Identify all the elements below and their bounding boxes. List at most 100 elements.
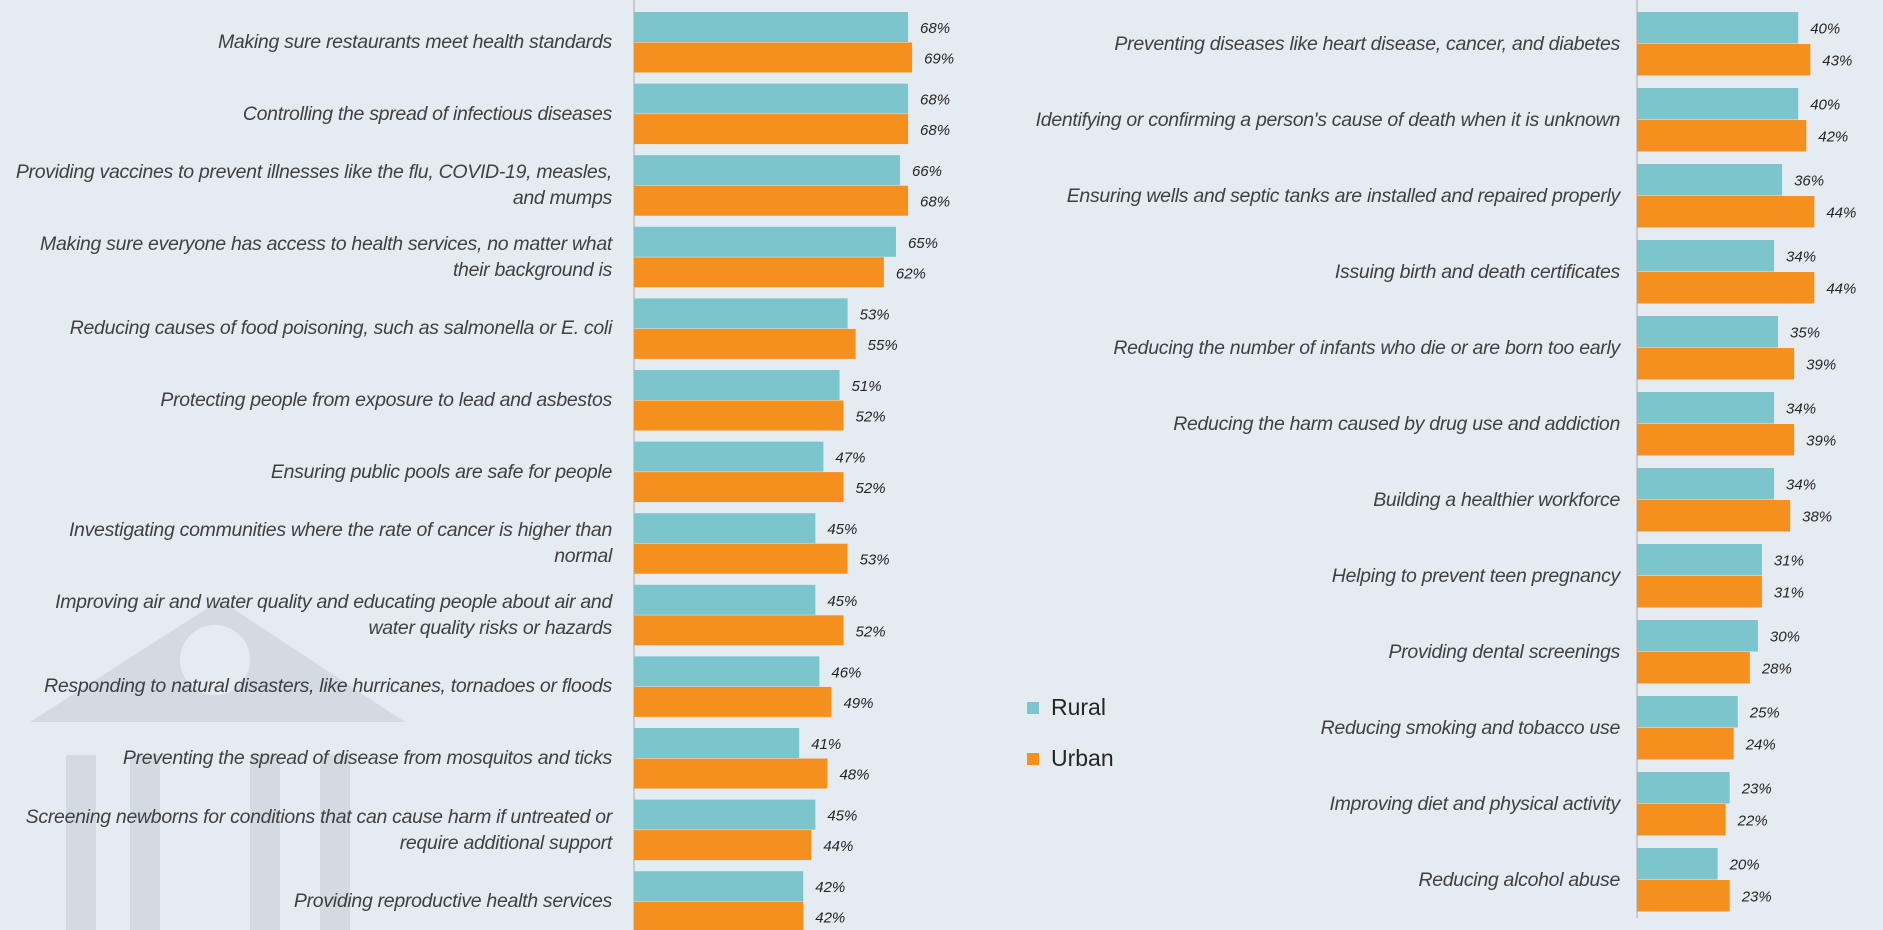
bar bbox=[1637, 804, 1726, 836]
bar bbox=[634, 226, 896, 257]
value-label: 31% bbox=[1774, 585, 1804, 602]
value-label: 41% bbox=[811, 736, 841, 753]
value-label: 25% bbox=[1749, 705, 1780, 722]
value-label: 62% bbox=[896, 265, 926, 282]
bar bbox=[634, 400, 844, 431]
value-label: 68% bbox=[920, 20, 950, 37]
category-label: Providing vaccines to prevent illnesses … bbox=[15, 161, 612, 210]
value-label: 53% bbox=[860, 306, 890, 323]
value-label: 42% bbox=[815, 879, 845, 896]
value-label: 42% bbox=[1818, 129, 1848, 146]
bar bbox=[634, 42, 913, 73]
bar bbox=[1637, 468, 1775, 500]
bar bbox=[1637, 544, 1762, 576]
bar bbox=[634, 12, 909, 42]
category-label: Improving diet and physical activity bbox=[1329, 792, 1620, 815]
value-label: 66% bbox=[912, 163, 942, 180]
value-label: 42% bbox=[815, 910, 845, 927]
watermark-column bbox=[130, 755, 160, 930]
bar bbox=[634, 257, 884, 288]
bar bbox=[1637, 120, 1807, 152]
bar bbox=[634, 758, 828, 789]
bar bbox=[634, 513, 816, 544]
watermark-column bbox=[320, 755, 350, 930]
bar bbox=[634, 298, 848, 329]
bar bbox=[634, 185, 909, 216]
value-label: 28% bbox=[1761, 661, 1792, 678]
bar bbox=[634, 901, 804, 930]
bar bbox=[1637, 272, 1815, 304]
category-label: Issuing birth and death certificates bbox=[1334, 260, 1620, 283]
bar bbox=[1637, 652, 1750, 684]
value-label: 65% bbox=[908, 235, 938, 252]
bar bbox=[634, 370, 840, 400]
bar bbox=[1637, 620, 1758, 652]
category-label: Ensuring public pools are safe for peopl… bbox=[270, 460, 612, 483]
value-label: 51% bbox=[852, 378, 882, 395]
legend-swatch bbox=[1027, 701, 1039, 714]
value-label: 23% bbox=[1741, 889, 1772, 906]
value-label: 31% bbox=[1774, 553, 1804, 570]
bar bbox=[634, 114, 909, 145]
value-label: 48% bbox=[839, 766, 869, 783]
bar bbox=[634, 584, 816, 615]
value-label: 49% bbox=[843, 695, 873, 712]
category-label: Reducing the harm caused by drug use and… bbox=[1173, 412, 1620, 435]
bar bbox=[634, 830, 812, 861]
category-label: Reducing smoking and tobacco use bbox=[1320, 716, 1621, 739]
watermark-window bbox=[180, 625, 250, 695]
value-label: 53% bbox=[860, 552, 890, 569]
bar bbox=[634, 441, 824, 472]
bar bbox=[634, 871, 804, 902]
category-label: Reducing alcohol abuse bbox=[1418, 868, 1620, 891]
bar bbox=[1637, 316, 1779, 348]
bar bbox=[1637, 348, 1795, 380]
bar bbox=[1637, 88, 1799, 120]
value-label: 39% bbox=[1806, 357, 1836, 374]
value-label: 24% bbox=[1745, 737, 1776, 754]
value-label: 22% bbox=[1737, 813, 1768, 830]
category-label: Reducing the number of infants who die o… bbox=[1113, 336, 1620, 359]
value-label: 40% bbox=[1810, 97, 1840, 114]
value-label: 68% bbox=[920, 122, 950, 139]
value-label: 46% bbox=[831, 664, 861, 681]
bar bbox=[1637, 240, 1775, 272]
bar bbox=[634, 83, 909, 114]
bar bbox=[634, 656, 820, 687]
legend-swatch bbox=[1027, 752, 1039, 765]
watermark-column bbox=[66, 755, 96, 930]
value-label: 45% bbox=[827, 593, 857, 610]
category-label: Screening newborns for conditions that c… bbox=[25, 805, 613, 854]
category-label: Providing dental screenings bbox=[1388, 640, 1621, 663]
value-label: 39% bbox=[1806, 433, 1836, 450]
value-label: 69% bbox=[924, 50, 954, 67]
category-label: Helping to prevent teen pregnancy bbox=[1331, 564, 1621, 587]
value-label: 52% bbox=[856, 408, 886, 425]
legend-item: Urban bbox=[1027, 745, 1114, 772]
bar bbox=[634, 615, 844, 646]
value-label: 20% bbox=[1729, 857, 1760, 874]
legend-label: Rural bbox=[1051, 694, 1106, 720]
value-label: 30% bbox=[1770, 629, 1800, 646]
value-label: 47% bbox=[835, 450, 865, 467]
bar bbox=[634, 155, 900, 186]
category-label: Providing reproductive health services bbox=[293, 890, 612, 913]
category-label: Preventing diseases like heart disease, … bbox=[1114, 32, 1620, 55]
category-label: Reducing causes of food poisoning, such … bbox=[69, 317, 613, 340]
value-label: 52% bbox=[856, 480, 886, 497]
bar bbox=[1637, 392, 1775, 424]
bar bbox=[1637, 12, 1799, 44]
category-label: Building a healthier workforce bbox=[1373, 488, 1620, 511]
value-label: 34% bbox=[1786, 477, 1816, 494]
value-label: 44% bbox=[1826, 281, 1856, 298]
category-label: Ensuring wells and septic tanks are inst… bbox=[1066, 184, 1621, 207]
legend-label: Urban bbox=[1051, 745, 1114, 771]
bar bbox=[1637, 424, 1795, 456]
value-label: 38% bbox=[1802, 509, 1832, 526]
category-label: Controlling the spread of infectious dis… bbox=[242, 102, 612, 125]
category-label: Making sure everyone has access to healt… bbox=[40, 232, 612, 281]
category-label: Improving air and water quality and educ… bbox=[55, 590, 612, 639]
value-label: 34% bbox=[1786, 249, 1816, 266]
